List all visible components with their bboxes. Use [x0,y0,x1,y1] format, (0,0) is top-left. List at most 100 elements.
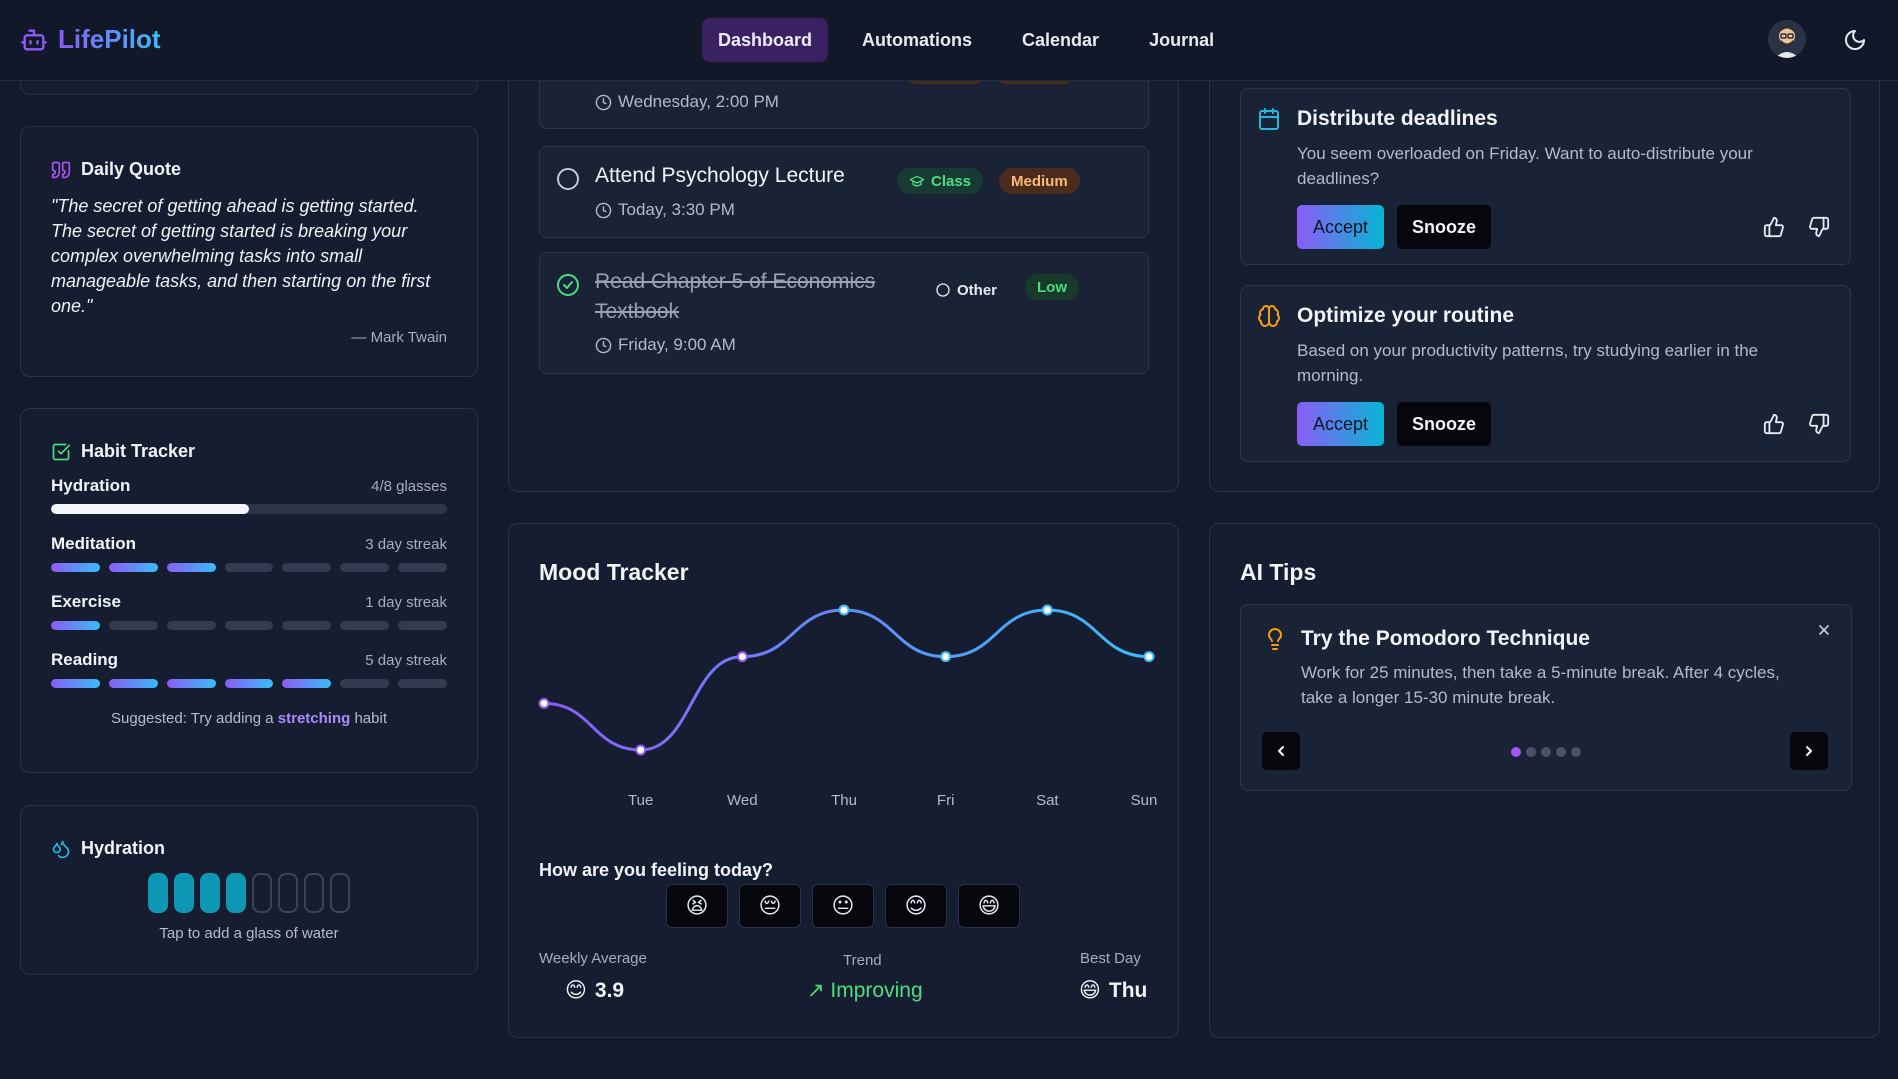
robot-icon [21,29,47,50]
thumbs-down-icon[interactable] [1808,413,1830,435]
previous-tip-button[interactable] [1262,732,1300,770]
habit-tracker-card: Habit Tracker Hydration 4/8 glasses Medi… [20,408,478,773]
water-glass[interactable] [148,873,168,913]
streak-segment [398,679,448,688]
habit-hydration[interactable]: Hydration 4/8 glasses [51,476,447,514]
check-square-icon [52,443,71,460]
habit-name: Hydration [51,476,131,495]
mood-data-point [838,604,850,616]
priority-label: Low [1037,278,1067,296]
best-day-emoji: 😄 [1079,979,1101,1002]
nav-journal[interactable]: Journal [1149,29,1215,50]
nav-dashboard[interactable]: Dashboard [702,18,829,62]
habit-name: Exercise [51,592,121,611]
mood-data-point [940,651,952,663]
suggestion-item: Optimize your routine Based on your prod… [1240,285,1851,462]
streak-segment [398,621,448,630]
check-circle-icon[interactable] [556,273,580,297]
streak-segment [282,621,332,630]
nav-calendar[interactable]: Calendar [1022,29,1100,50]
habit-reading[interactable]: Reading 5 day streak [51,650,448,688]
habit-tracker-title: Habit Tracker [81,441,196,461]
water-glass[interactable] [226,873,246,913]
streak-segments [51,621,448,630]
pagination-dot[interactable] [1571,747,1581,757]
water-glass[interactable] [252,873,272,913]
app-name: LifePilot [58,24,161,54]
hydration-title: Hydration [81,838,166,858]
suggestion-text: Based on your productivity patterns, try… [1297,341,1759,385]
emoji-neutral-button[interactable]: 😐 [812,884,874,928]
pagination-dot[interactable] [1511,747,1521,757]
streak-segments [51,679,448,688]
accept-button[interactable]: Accept [1297,205,1385,249]
water-glass[interactable] [174,873,194,913]
task-time-text: Today, 3:30 PM [618,200,735,219]
clock-icon [595,94,612,110]
moon-icon[interactable] [1843,28,1867,52]
next-tip-button[interactable] [1790,732,1828,770]
thumbs-down-icon[interactable] [1808,216,1830,238]
water-glass[interactable] [278,873,298,913]
pagination-dot[interactable] [1556,747,1566,757]
habit-meta: 3 day streak [365,536,447,553]
feeling-question: How are you feeling today? [539,860,774,880]
accept-button[interactable]: Accept [1297,402,1385,446]
water-glass[interactable] [304,873,324,913]
close-icon[interactable] [1816,622,1832,638]
pagination-dot[interactable] [1526,747,1536,757]
thumbs-up-icon[interactable] [1763,216,1785,238]
tasks-card: Wednesday, 2:00 PM Attend Psychology Lec… [508,40,1179,492]
emoji-tired-button[interactable]: 😫 [666,884,728,928]
x-tick-label: Sat [1036,792,1059,809]
quote-title: Daily Quote [81,159,182,179]
streak-segment [282,563,332,572]
water-glasses[interactable] [51,873,447,913]
hydration-card: Hydration Tap to add a glass of water [20,805,478,975]
clock-icon [595,337,612,353]
suggestion-suffix: habit [350,710,387,727]
suggestion-link[interactable]: stretching [277,710,351,727]
mood-data-point [635,744,647,756]
nav-automations[interactable]: Automations [862,29,973,50]
weekly-average-number: 3.9 [594,978,625,1002]
nav-links: Dashboard Automations Calendar Journal [702,18,1230,62]
emoji-sad-button[interactable]: 😔 [739,884,801,928]
water-glass[interactable] [200,873,220,913]
avatar-image [1768,20,1806,58]
emoji-very-happy-button[interactable]: 😄 [958,884,1020,928]
streak-segment [340,563,390,572]
task-item-completed[interactable]: Read Chapter 5 of Economics Textbook Oth… [539,252,1149,374]
category-tag: Class [897,168,984,194]
avatar[interactable] [1768,20,1806,58]
circle-icon[interactable] [556,167,580,191]
snooze-button[interactable]: Snooze [1397,205,1492,249]
progress-fill [51,504,249,514]
task-title: Read Chapter 5 of Economics Textbook [595,270,876,323]
task-time: Wednesday, 2:00 PM [595,92,779,112]
streak-segment [166,563,216,572]
brain-icon [1258,305,1280,327]
emoji-happy-button[interactable]: 😊 [885,884,947,928]
habit-meta: 1 day streak [365,594,447,611]
category-label: Class [931,172,972,190]
pagination-dot[interactable] [1541,747,1551,757]
snooze-button[interactable]: Snooze [1397,402,1492,446]
habit-suggestion: Suggested: Try adding a stretching habit [51,710,447,727]
droplets-icon [52,840,70,858]
lightbulb-icon [1268,628,1282,650]
logo[interactable]: LifePilot [20,24,161,55]
water-glass[interactable] [330,873,350,913]
chevron-left-icon [1278,746,1284,756]
task-time: Today, 3:30 PM [595,200,735,220]
streak-segment [108,679,158,688]
habit-exercise[interactable]: Exercise 1 day streak [51,592,448,630]
ai-tips-title: AI Tips [1240,559,1317,585]
category-tag: Other [935,277,997,303]
habit-meditation[interactable]: Meditation 3 day streak [51,534,448,572]
suggestion-prefix: Suggested: Try adding a [111,710,278,727]
streak-segment [51,563,100,572]
thumbs-up-icon[interactable] [1763,413,1785,435]
task-title: Attend Psychology Lecture [595,164,845,187]
task-item[interactable]: Attend Psychology Lecture Class Medium T… [539,146,1149,238]
